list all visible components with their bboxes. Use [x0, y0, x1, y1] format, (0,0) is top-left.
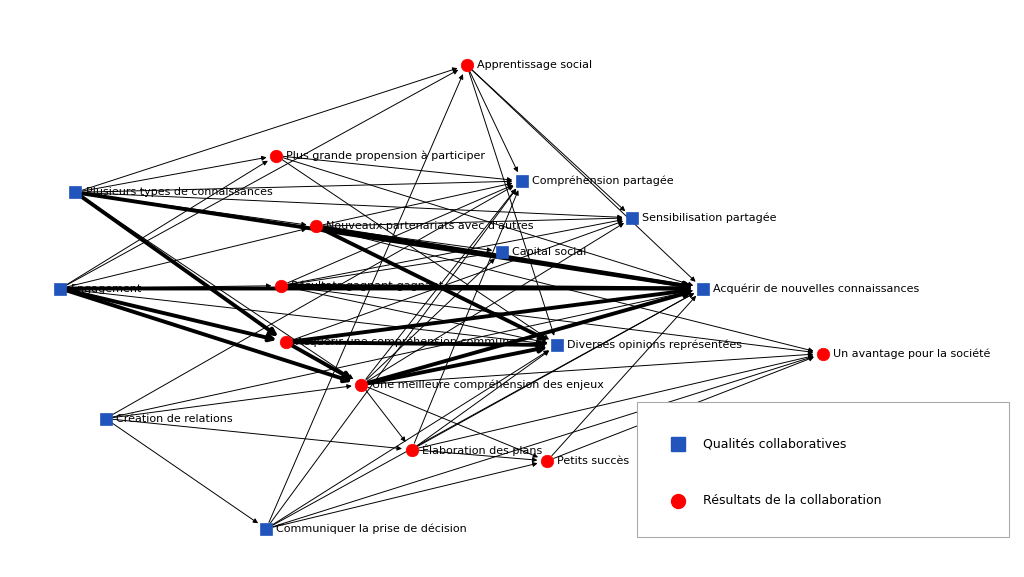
Text: Communiquer la prise de décision: Communiquer la prise de décision: [276, 523, 467, 534]
Text: Qualités collaboratives: Qualités collaboratives: [702, 437, 846, 451]
Text: Diverses opinions représentées: Diverses opinions représentées: [567, 340, 742, 350]
Text: Une meilleure compréhension des enjeux: Une meilleure compréhension des enjeux: [372, 380, 603, 390]
Text: Acquérir une compréhension commune: Acquérir une compréhension commune: [296, 337, 516, 347]
Text: Sensibilisation partagée: Sensibilisation partagée: [642, 212, 777, 223]
Text: Engagement: Engagement: [71, 283, 142, 294]
Text: Résultats de la collaboration: Résultats de la collaboration: [702, 494, 882, 507]
Text: Nouveaux partenariats avec d'autres: Nouveaux partenariats avec d'autres: [327, 222, 534, 231]
Text: Élaboration des plans: Élaboration des plans: [422, 444, 542, 456]
FancyBboxPatch shape: [637, 402, 1009, 537]
Text: Plus grande propension à participer: Plus grande propension à participer: [287, 151, 485, 161]
Text: Capital social: Capital social: [512, 247, 587, 257]
Text: Un avantage pour la société: Un avantage pour la société: [834, 349, 990, 359]
Text: Acquérir de nouvelles connaissances: Acquérir de nouvelles connaissances: [713, 283, 919, 294]
Text: Apprentissage social: Apprentissage social: [477, 60, 592, 70]
Text: Création de relations: Création de relations: [116, 414, 232, 424]
Text: Plusieurs types de connaissances: Plusieurs types de connaissances: [85, 188, 272, 197]
Text: Résultats gagnant-gagnant: Résultats gagnant-gagnant: [291, 280, 443, 291]
Text: Petits succès: Petits succès: [557, 456, 630, 466]
Text: Compréhension partagée: Compréhension partagée: [532, 176, 674, 186]
